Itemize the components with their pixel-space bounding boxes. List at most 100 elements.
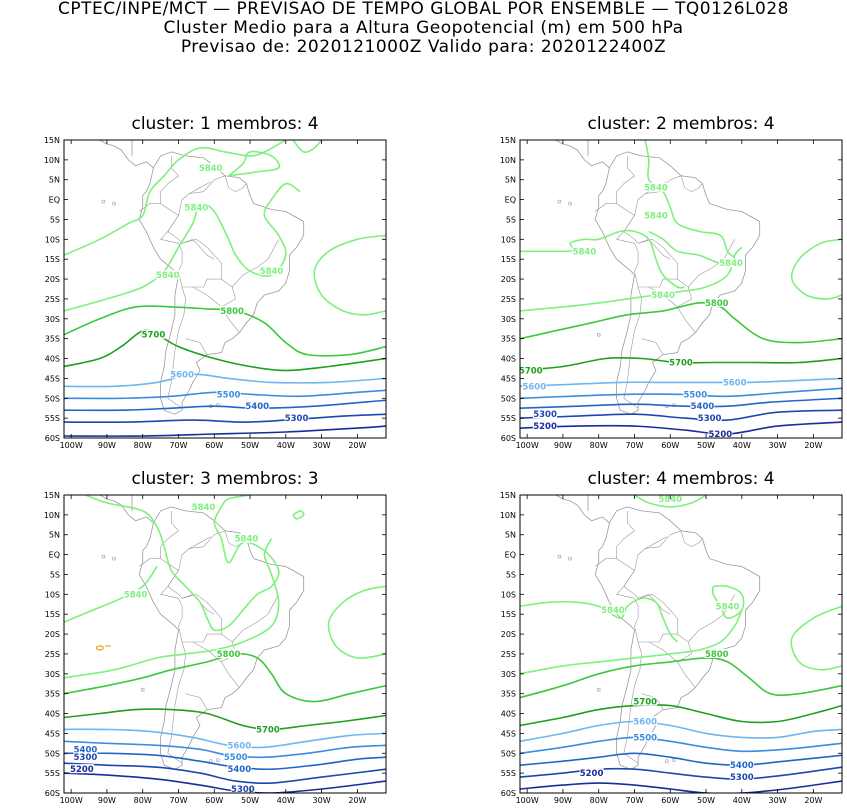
contour-label-bg — [170, 369, 195, 379]
contour-label: 5840 — [199, 164, 223, 174]
contour-label: 5840 — [235, 535, 259, 545]
contour-5840 — [228, 150, 281, 177]
contour-label-bg — [715, 601, 740, 611]
lat-tick-label: 10S — [501, 590, 516, 599]
lon-tick-label: 70W — [169, 796, 187, 805]
lon-tick-label: 100W — [60, 441, 83, 450]
country-border — [680, 530, 703, 548]
contour-label: 5600 — [170, 370, 194, 380]
lat-tick-label: 20S — [45, 275, 60, 284]
lat-tick-label: 40S — [45, 710, 60, 719]
lon-tick-label: 20W — [348, 796, 366, 805]
lat-tick-label: 35S — [45, 335, 60, 344]
contour-label-bg — [572, 246, 597, 256]
country-border — [160, 203, 183, 272]
lat-tick-label: 10N — [500, 511, 516, 520]
lat-tick-label: 55S — [501, 414, 516, 423]
country-border — [594, 510, 635, 567]
lat-tick-label: 60S — [501, 789, 516, 798]
contour-label: 5500 — [224, 753, 248, 763]
contour-label-bg — [520, 365, 543, 375]
figure-header: CPTEC/INPE/MCT — PREVISAO DE TEMPO GLOBA… — [0, 0, 847, 57]
lat-tick-label: 15N — [500, 491, 516, 500]
contour-5840 — [711, 585, 745, 620]
island — [568, 556, 572, 561]
contour-5840 — [520, 609, 743, 675]
country-border — [638, 641, 678, 663]
island — [596, 687, 601, 692]
island — [568, 201, 572, 206]
lat-tick-label: 10S — [45, 235, 60, 244]
contour-label-bg — [601, 605, 626, 615]
contour-label: 5600 — [723, 378, 747, 388]
lon-tick-label: 30W — [313, 796, 331, 805]
coastline — [138, 506, 305, 770]
island — [101, 554, 106, 559]
contour-label: 5200 — [533, 422, 557, 432]
lon-tick-label: 90W — [554, 796, 572, 805]
contour-5500 — [520, 387, 842, 400]
lat-tick-label: 15S — [501, 610, 516, 619]
contour-label-bg — [719, 258, 744, 268]
contour-label: 5600 — [227, 741, 251, 751]
contour-label-bg — [729, 760, 754, 770]
contour-label: 5840 — [601, 606, 625, 616]
coastline — [138, 151, 305, 415]
country-border — [182, 286, 222, 308]
contour-label: 5200 — [709, 430, 733, 440]
island — [140, 687, 145, 692]
contour-label-bg — [223, 752, 248, 762]
island — [557, 199, 562, 204]
contour-label-bg — [633, 696, 658, 706]
contour-label-bg — [533, 409, 558, 419]
contour-label: 5500 — [683, 390, 707, 400]
country-border — [138, 155, 179, 212]
lat-tick-label: 25S — [45, 650, 60, 659]
contour-label: 5400 — [691, 402, 715, 412]
contour-label-bg — [259, 266, 284, 276]
map-frame — [63, 494, 387, 794]
coastline — [131, 495, 133, 511]
header-line-1: CPTEC/INPE/MCT — PREVISAO DE TEMPO GLOBA… — [58, 0, 789, 19]
contour-label: 5400 — [730, 761, 754, 771]
contour-label: 5800 — [217, 650, 241, 660]
country-border — [189, 530, 226, 549]
lat-tick-label: 10N — [44, 156, 60, 165]
contour-label-bg — [198, 162, 223, 172]
lon-tick-label: 50W — [697, 796, 715, 805]
lon-tick-label: 80W — [134, 796, 152, 805]
orange-contour-blob — [95, 645, 104, 651]
contour-label: 5840 — [658, 495, 682, 505]
contour-label: 5200 — [580, 769, 604, 779]
header-line-2: Cluster Medio para a Altura Geopotencial… — [163, 18, 684, 38]
contour-label-bg — [123, 589, 148, 599]
contour-label: 5800 — [220, 307, 244, 317]
island — [112, 556, 116, 561]
country-border — [637, 238, 671, 260]
contour-label-bg — [73, 744, 98, 754]
contour-5800 — [520, 301, 842, 344]
lat-tick-label: EQ — [505, 551, 516, 560]
contour-label: 5700 — [669, 359, 693, 369]
contour-label: 5400 — [245, 402, 269, 412]
contour-label: 5500 — [633, 733, 657, 743]
lon-tick-label: 20W — [804, 796, 822, 805]
coastline — [554, 495, 610, 524]
header-line-3: Previsao de: 2020121000Z Valido para: 20… — [180, 37, 667, 57]
panel-title: cluster: 3 membros: 3 — [131, 469, 319, 489]
lat-tick-label: 55S — [45, 769, 60, 778]
country-border — [641, 338, 664, 355]
contour-5840 — [790, 238, 842, 300]
lon-tick-label: 90W — [98, 796, 116, 805]
contour-label: 5840 — [716, 602, 740, 612]
panel-title: cluster: 1 membros: 4 — [131, 114, 319, 134]
contour-label-bg — [704, 648, 729, 658]
contour-label-bg — [216, 389, 241, 399]
contour-label: 5700 — [519, 366, 543, 376]
map-panel: 5840 5840 5840 5840 5840 5800 5700 5700 5600 5600… — [500, 136, 843, 450]
lon-tick-label: 60W — [205, 796, 223, 805]
contour-5300 — [520, 409, 842, 422]
lat-tick-label: EQ — [505, 196, 516, 205]
contour-label: 5300 — [231, 785, 255, 795]
panel-title: cluster: 4 membros: 4 — [587, 469, 775, 489]
